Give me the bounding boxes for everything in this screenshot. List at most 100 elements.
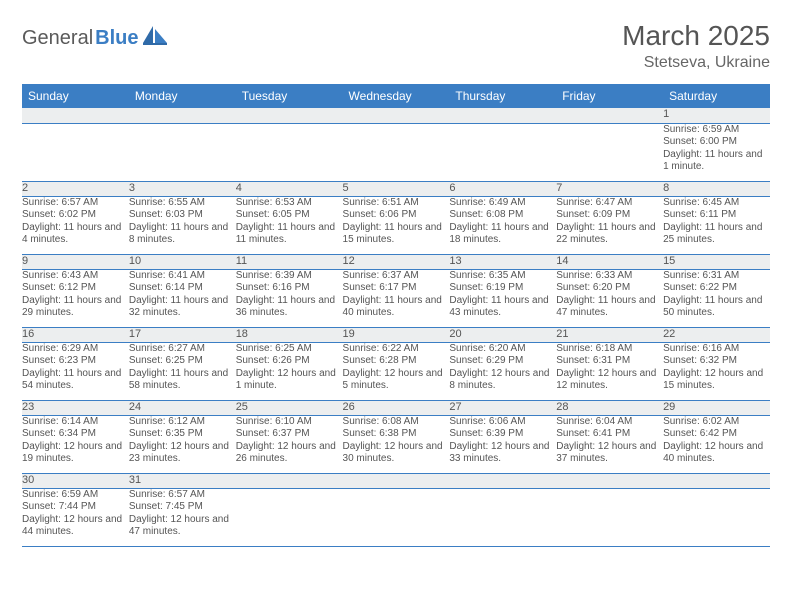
- day-cell-line: Sunrise: 6:12 AM: [129, 416, 236, 429]
- day-cell-line: Sunset: 6:28 PM: [343, 355, 450, 368]
- calendar-table: Sunday Monday Tuesday Wednesday Thursday…: [22, 84, 770, 547]
- day-cell-line: Sunrise: 6:55 AM: [129, 197, 236, 210]
- day-number: 20: [449, 327, 556, 342]
- day-cell: Sunrise: 6:27 AMSunset: 6:25 PMDaylight:…: [129, 342, 236, 400]
- location: Stetseva, Ukraine: [622, 54, 770, 72]
- day-cell-line: Daylight: 12 hours and 47 minutes.: [129, 514, 236, 539]
- day-cell-line: Sunrise: 6:45 AM: [663, 197, 770, 210]
- day-cell-line: Sunrise: 6:29 AM: [22, 343, 129, 356]
- day-cell-line: Sunset: 6:34 PM: [22, 428, 129, 441]
- day-number: 8: [663, 181, 770, 196]
- day-cell: Sunrise: 6:59 AMSunset: 7:44 PMDaylight:…: [22, 488, 129, 546]
- day-cell: Sunrise: 6:47 AMSunset: 6:09 PMDaylight:…: [556, 196, 663, 254]
- day-cell-line: Sunrise: 6:57 AM: [22, 197, 129, 210]
- day-cell-line: Sunset: 6:17 PM: [343, 282, 450, 295]
- day-cell: Sunrise: 6:35 AMSunset: 6:19 PMDaylight:…: [449, 269, 556, 327]
- day-cell: Sunrise: 6:41 AMSunset: 6:14 PMDaylight:…: [129, 269, 236, 327]
- weekday-header: Saturday: [663, 84, 770, 108]
- day-cell: Sunrise: 6:14 AMSunset: 6:34 PMDaylight:…: [22, 415, 129, 473]
- day-cell: Sunrise: 6:20 AMSunset: 6:29 PMDaylight:…: [449, 342, 556, 400]
- weekday-header: Sunday: [22, 84, 129, 108]
- day-cell: Sunrise: 6:45 AMSunset: 6:11 PMDaylight:…: [663, 196, 770, 254]
- weekday-header: Monday: [129, 84, 236, 108]
- day-cell-line: Sunrise: 6:22 AM: [343, 343, 450, 356]
- day-number: 9: [22, 254, 129, 269]
- day-number-row: 9101112131415: [22, 254, 770, 269]
- day-cell-line: Sunrise: 6:25 AM: [236, 343, 343, 356]
- day-cell: Sunrise: 6:16 AMSunset: 6:32 PMDaylight:…: [663, 342, 770, 400]
- day-number: 14: [556, 254, 663, 269]
- day-cell-line: Sunrise: 6:41 AM: [129, 270, 236, 283]
- day-cell-line: Sunrise: 6:49 AM: [449, 197, 556, 210]
- day-cell-line: Sunset: 7:45 PM: [129, 501, 236, 514]
- day-cell: [449, 123, 556, 181]
- day-cell-line: Sunrise: 6:39 AM: [236, 270, 343, 283]
- day-cell-line: Sunrise: 6:08 AM: [343, 416, 450, 429]
- day-cell: [556, 488, 663, 546]
- day-cell-line: Sunset: 6:32 PM: [663, 355, 770, 368]
- day-cell-line: Daylight: 11 hours and 11 minutes.: [236, 222, 343, 247]
- day-cell-line: Daylight: 12 hours and 37 minutes.: [556, 441, 663, 466]
- day-number: 23: [22, 400, 129, 415]
- day-cell: Sunrise: 6:06 AMSunset: 6:39 PMDaylight:…: [449, 415, 556, 473]
- day-number: 5: [343, 181, 450, 196]
- weekday-header: Friday: [556, 84, 663, 108]
- day-cell-line: Daylight: 12 hours and 23 minutes.: [129, 441, 236, 466]
- day-cell-line: Sunrise: 6:37 AM: [343, 270, 450, 283]
- day-cell-line: Daylight: 12 hours and 8 minutes.: [449, 368, 556, 393]
- day-content-row: Sunrise: 6:57 AMSunset: 6:02 PMDaylight:…: [22, 196, 770, 254]
- day-number: 1: [663, 108, 770, 123]
- day-number: 12: [343, 254, 450, 269]
- day-number: [556, 108, 663, 123]
- day-cell-line: Daylight: 12 hours and 40 minutes.: [663, 441, 770, 466]
- day-cell-line: Sunrise: 6:43 AM: [22, 270, 129, 283]
- day-cell: Sunrise: 6:57 AMSunset: 7:45 PMDaylight:…: [129, 488, 236, 546]
- day-cell: Sunrise: 6:53 AMSunset: 6:05 PMDaylight:…: [236, 196, 343, 254]
- day-number-row: 3031: [22, 473, 770, 488]
- day-cell-line: Sunrise: 6:57 AM: [129, 489, 236, 502]
- day-cell-line: Sunrise: 6:10 AM: [236, 416, 343, 429]
- day-cell-line: Sunset: 6:06 PM: [343, 209, 450, 222]
- day-number: 7: [556, 181, 663, 196]
- day-cell-line: Daylight: 11 hours and 1 minute.: [663, 149, 770, 174]
- day-content-row: Sunrise: 6:59 AMSunset: 6:00 PMDaylight:…: [22, 123, 770, 181]
- day-number: [449, 473, 556, 488]
- day-cell: [236, 123, 343, 181]
- day-number: 15: [663, 254, 770, 269]
- day-cell: [129, 123, 236, 181]
- day-cell-line: Sunrise: 6:53 AM: [236, 197, 343, 210]
- day-cell-line: Sunset: 7:44 PM: [22, 501, 129, 514]
- day-number: [236, 108, 343, 123]
- day-cell-line: Sunset: 6:05 PM: [236, 209, 343, 222]
- weekday-header: Thursday: [449, 84, 556, 108]
- day-number-row: 2345678: [22, 181, 770, 196]
- day-cell-line: Daylight: 11 hours and 8 minutes.: [129, 222, 236, 247]
- day-cell-line: Daylight: 11 hours and 18 minutes.: [449, 222, 556, 247]
- day-cell: Sunrise: 6:02 AMSunset: 6:42 PMDaylight:…: [663, 415, 770, 473]
- day-cell-line: Sunrise: 6:20 AM: [449, 343, 556, 356]
- day-cell-line: Sunset: 6:31 PM: [556, 355, 663, 368]
- day-number-row: 1: [22, 108, 770, 123]
- logo-text-general: General: [22, 27, 93, 50]
- day-cell-line: Sunrise: 6:51 AM: [343, 197, 450, 210]
- day-cell: [556, 123, 663, 181]
- day-cell-line: Sunset: 6:37 PM: [236, 428, 343, 441]
- day-cell: Sunrise: 6:39 AMSunset: 6:16 PMDaylight:…: [236, 269, 343, 327]
- day-cell: Sunrise: 6:57 AMSunset: 6:02 PMDaylight:…: [22, 196, 129, 254]
- day-cell-line: Daylight: 11 hours and 4 minutes.: [22, 222, 129, 247]
- day-cell-line: Daylight: 11 hours and 22 minutes.: [556, 222, 663, 247]
- day-number: 10: [129, 254, 236, 269]
- day-number-row: 23242526272829: [22, 400, 770, 415]
- day-cell-line: Sunrise: 6:18 AM: [556, 343, 663, 356]
- day-cell-line: Daylight: 12 hours and 12 minutes.: [556, 368, 663, 393]
- day-cell-line: Sunrise: 6:33 AM: [556, 270, 663, 283]
- day-cell-line: Daylight: 12 hours and 44 minutes.: [22, 514, 129, 539]
- day-cell-line: Daylight: 12 hours and 30 minutes.: [343, 441, 450, 466]
- day-cell-line: Sunset: 6:08 PM: [449, 209, 556, 222]
- page-title: March 2025: [622, 20, 770, 52]
- day-cell-line: Sunset: 6:26 PM: [236, 355, 343, 368]
- day-cell: Sunrise: 6:59 AMSunset: 6:00 PMDaylight:…: [663, 123, 770, 181]
- day-cell-line: Daylight: 11 hours and 43 minutes.: [449, 295, 556, 320]
- day-cell-line: Daylight: 11 hours and 50 minutes.: [663, 295, 770, 320]
- day-cell: Sunrise: 6:18 AMSunset: 6:31 PMDaylight:…: [556, 342, 663, 400]
